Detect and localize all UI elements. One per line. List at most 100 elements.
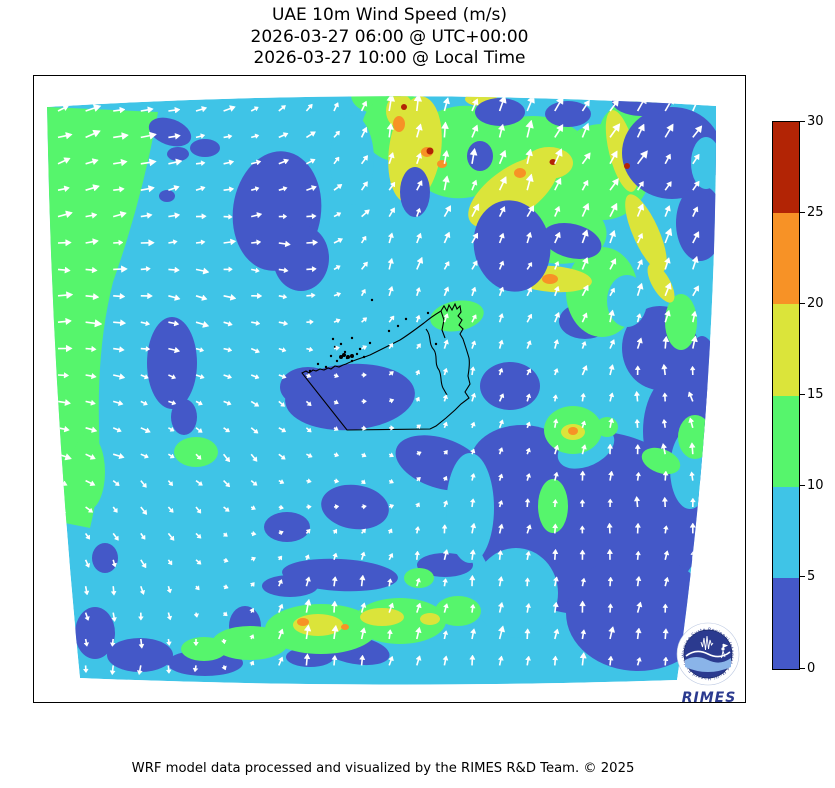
wind-arrow — [687, 391, 694, 398]
wind-arrow — [388, 452, 394, 458]
wind-arrow — [442, 175, 450, 183]
wind-arrow — [554, 154, 560, 165]
wind-arrow — [305, 528, 311, 534]
wind-arrow — [112, 506, 116, 511]
wind-arrow — [195, 268, 204, 272]
wind-arrow — [634, 443, 641, 449]
wind-arrow — [336, 184, 343, 190]
wind-arrow — [469, 498, 476, 503]
wind-arrow — [609, 339, 616, 345]
island-dot — [358, 347, 362, 351]
wind-arrow — [303, 624, 312, 632]
wind-arrow — [554, 205, 561, 213]
wind-arrow — [415, 286, 421, 292]
wind-arrow — [444, 260, 450, 267]
wind-arrow — [84, 612, 88, 618]
wind-arrow — [554, 316, 558, 323]
wind-arrow — [311, 292, 316, 299]
wind-arrow — [174, 133, 181, 140]
wind-arrow — [443, 128, 446, 138]
wind-arrow — [167, 480, 172, 484]
wind-arrow — [526, 554, 529, 560]
wind-arrow — [636, 316, 640, 323]
wind-arrow — [607, 576, 614, 582]
wind-arrow — [498, 316, 502, 323]
wind-arrow — [57, 638, 60, 644]
wind-arrow — [148, 131, 158, 140]
wind-arrow — [277, 555, 283, 561]
wind-arrow — [336, 212, 342, 218]
wind-arrow — [526, 396, 530, 402]
wind-arrow — [526, 368, 532, 374]
wind-arrow — [139, 665, 142, 671]
wind-arrow — [140, 134, 151, 139]
wind-arrow — [526, 424, 530, 429]
wind-arrow — [443, 634, 447, 640]
wind-arrow — [362, 345, 368, 351]
wind-arrow — [525, 447, 531, 453]
wind-arrow — [57, 134, 67, 139]
wind-arrow — [609, 342, 614, 349]
wind-arrow — [497, 499, 504, 505]
wind-arrow — [283, 267, 289, 274]
wind-arrow — [168, 374, 173, 378]
wind-arrow — [362, 155, 368, 161]
wind-arrow — [333, 425, 339, 431]
region-gale — [297, 618, 309, 626]
wind-arrow — [250, 479, 255, 484]
wind-arrow — [87, 507, 94, 513]
wind-arrow — [388, 151, 395, 159]
wind-arrow — [140, 214, 148, 218]
wind-arrow — [664, 257, 671, 264]
colorbar-tick-mark — [800, 211, 805, 213]
wind-arrow — [278, 632, 282, 640]
wind-arrow — [140, 109, 149, 112]
wind-arrow — [442, 475, 448, 481]
region-calm — [545, 101, 591, 127]
wind-arrow — [109, 670, 116, 676]
wind-arrow — [168, 347, 176, 351]
wind-arrow — [113, 135, 123, 139]
wind-arrow — [362, 261, 368, 268]
wind-arrow — [442, 394, 449, 400]
wind-arrow — [331, 654, 338, 661]
wind-arrow — [471, 103, 476, 112]
wind-arrow — [83, 590, 90, 596]
wind-arrow — [311, 266, 317, 273]
region-calm — [566, 555, 710, 671]
wind-arrow — [173, 320, 180, 327]
wind-arrow — [250, 663, 253, 666]
wind-arrow — [416, 290, 420, 297]
wind-arrow — [174, 212, 181, 219]
wind-arrow — [526, 236, 530, 244]
wind-arrow — [470, 522, 477, 529]
wind-arrow — [85, 479, 92, 485]
wind-arrow — [443, 339, 449, 345]
wind-arrow — [662, 603, 669, 608]
wind-arrow — [388, 100, 392, 112]
wind-arrow — [250, 427, 256, 432]
wind-map — [47, 96, 717, 685]
wind-arrow — [112, 559, 116, 564]
wind-arrow — [143, 453, 149, 459]
region-calm — [480, 362, 540, 410]
wind-arrow — [443, 313, 449, 319]
wind-arrow — [278, 427, 284, 431]
wind-arrow — [416, 180, 423, 187]
region-strong — [525, 147, 573, 179]
wind-arrow — [497, 549, 504, 555]
wind-arrow — [281, 427, 287, 433]
wind-arrow — [223, 107, 231, 112]
wind-arrow — [636, 101, 644, 112]
region-calm — [262, 575, 318, 597]
wind-arrow — [444, 231, 451, 239]
wind-arrow — [414, 369, 421, 375]
wind-arrow — [524, 498, 531, 503]
wind-arrow — [224, 456, 231, 463]
wind-arrow — [222, 531, 228, 537]
wind-arrow — [85, 132, 95, 139]
wind-arrow — [471, 632, 474, 640]
wind-arrow — [202, 267, 210, 275]
wind-arrow — [498, 606, 502, 613]
wind-arrow — [469, 603, 476, 609]
